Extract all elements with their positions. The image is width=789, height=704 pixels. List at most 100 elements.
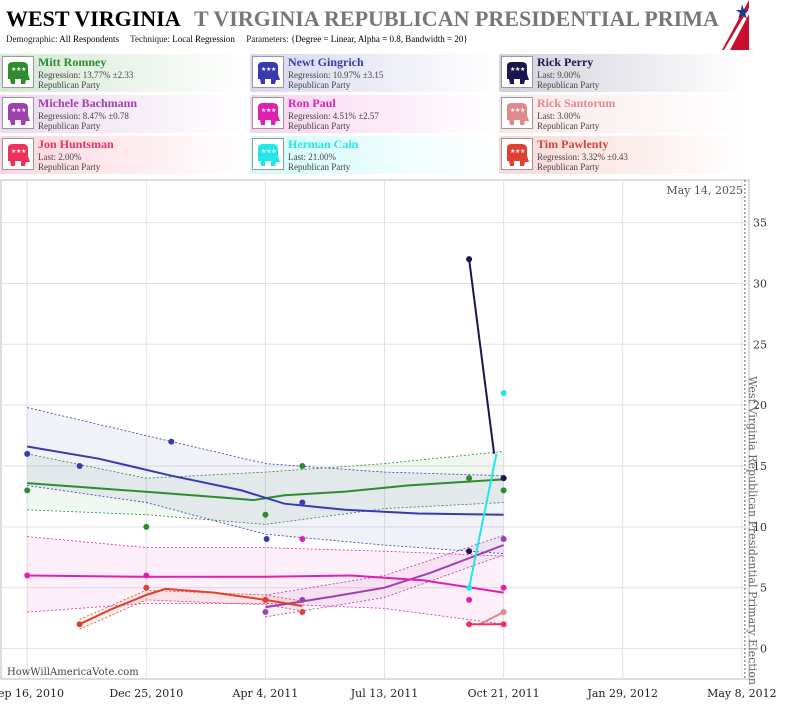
candidate-name: Jon Huntsman — [38, 137, 114, 151]
svg-text:★: ★ — [11, 107, 16, 114]
svg-text:★: ★ — [266, 148, 271, 155]
pawlenty-band-lower — [79, 599, 303, 630]
demographic-label: Demographic: — [6, 34, 58, 44]
y-tick-label: 15 — [753, 460, 767, 473]
legend-item-pawlenty[interactable]: ★ ★ ★ Tim Pawlenty Regression: 3.32% ±0.43 Re… — [499, 136, 747, 174]
candidate-stat: Regression: 13.77% ±2.33 — [38, 70, 134, 80]
y-tick-label: 10 — [753, 521, 767, 534]
paul-band-lower — [27, 603, 504, 625]
header: WEST VIRGINIA T VIRGINIA REPUBLICAN PRES… — [0, 0, 749, 50]
technique-value: Local Regression — [172, 34, 235, 44]
pawlenty-data-point — [143, 584, 150, 591]
candidate-party: Republican Party — [537, 80, 600, 90]
candidate-name: Herman Cain — [288, 137, 359, 151]
page-title: T VIRGINIA REPUBLICAN PRESIDENTIAL PRIMA — [194, 6, 719, 31]
candidate-party: Republican Party — [38, 80, 101, 90]
candidate-name: Michele Bachmann — [38, 96, 137, 110]
x-tick-label: Apr 4, 2011 — [232, 687, 299, 700]
romney-data-point — [299, 463, 306, 470]
plot-area — [0, 179, 750, 680]
romney-confidence-band — [27, 451, 504, 525]
elephant-icon: ★ ★ ★ — [258, 144, 280, 166]
candidate-party: Republican Party — [288, 162, 351, 172]
candidate-stat: Regression: 3.32% ±0.43 — [537, 152, 628, 162]
legend-item-romney[interactable]: ★ ★ ★ Mitt Romney Regression: 13.77% ±2.33 Re… — [0, 54, 248, 92]
x-tick-label: Sep 16, 2010 — [0, 687, 64, 700]
perry-trend-line — [468, 258, 496, 454]
svg-text:★: ★ — [21, 148, 26, 155]
badge: ★ ★ ★ — [2, 97, 34, 129]
legend-item-bachmann[interactable]: ★ ★ ★ Michele Bachmann Regression: 8.47% ±0.… — [0, 95, 248, 133]
bachmann-band-lower — [265, 554, 504, 618]
parameters-line: Demographic: All Respondents Technique: … — [6, 34, 468, 44]
cain-data-point — [500, 389, 507, 396]
svg-text:★: ★ — [11, 66, 16, 73]
elephant-icon: ★ ★ ★ — [258, 103, 280, 125]
svg-text:★: ★ — [520, 66, 525, 73]
paul-data-point — [24, 572, 31, 579]
santorum-trend-line — [479, 611, 505, 626]
bachmann-band-upper — [265, 535, 504, 596]
svg-text:★: ★ — [261, 66, 266, 73]
y-tick-label: 25 — [753, 338, 767, 351]
election-label: West Virginia Republican Presidential Pr… — [746, 376, 759, 685]
cain-trend-line — [468, 453, 498, 588]
candidate-stat: Regression: 10.97% ±3.15 — [288, 70, 384, 80]
badge: ★ ★ ★ — [501, 56, 533, 88]
svg-text:★: ★ — [510, 66, 515, 73]
legend-item-gingrich[interactable]: ★ ★ ★ Newt Gingrich Regression: 10.97% ±3.15… — [250, 54, 498, 92]
paul-data-point — [466, 596, 473, 603]
legend-item-cain[interactable]: ★ ★ ★ Herman Cain Last: 21.00% Republican Par… — [250, 136, 498, 174]
badge: ★ ★ ★ — [2, 56, 34, 88]
elephant-icon: ★ ★ ★ — [258, 62, 280, 84]
svg-text:★: ★ — [16, 148, 21, 155]
romney-data-point — [24, 487, 31, 494]
candidate-party: Republican Party — [537, 162, 600, 172]
perry-data-point — [500, 475, 507, 482]
svg-text:★: ★ — [510, 148, 515, 155]
pawlenty-data-point — [299, 609, 306, 616]
elephant-icon: ★ ★ ★ — [507, 62, 529, 84]
x-tick-label: Jan 29, 2012 — [586, 687, 658, 700]
svg-text:★: ★ — [16, 107, 21, 114]
legend-item-paul[interactable]: ★ ★ ★ Ron Paul Regression: 4.51% ±2.57 Republ… — [250, 95, 498, 133]
svg-text:★: ★ — [261, 107, 266, 114]
svg-text:★: ★ — [515, 66, 520, 73]
paul-data-point — [143, 572, 150, 579]
pawlenty-data-point — [76, 621, 83, 628]
svg-text:★: ★ — [266, 107, 271, 114]
romney-trend-line — [27, 478, 504, 502]
legend-item-santorum[interactable]: ★ ★ ★ Rick Santorum Last: 3.00% Republican Pa… — [499, 95, 747, 133]
candidate-stat: Last: 9.00% — [537, 70, 581, 80]
gingrich-data-point — [168, 438, 175, 445]
watermark: HowWillAmericaVote.com — [7, 667, 139, 678]
badge: ★ ★ ★ — [2, 138, 34, 170]
bachmann-confidence-band — [265, 535, 504, 617]
svg-text:★: ★ — [271, 66, 276, 73]
svg-text:★: ★ — [515, 107, 520, 114]
pawlenty-data-point — [262, 596, 269, 603]
y-tick-label: 0 — [760, 643, 767, 656]
candidate-name: Mitt Romney — [38, 55, 107, 69]
flag-logo-icon — [722, 0, 749, 50]
technique-label: Technique: — [130, 34, 170, 44]
y-tick-label: 35 — [753, 217, 767, 230]
svg-text:★: ★ — [261, 148, 266, 155]
legend-item-huntsman[interactable]: ★ ★ ★ Jon Huntsman Last: 2.00% Republican Par… — [0, 136, 248, 174]
gingrich-trend-line — [27, 445, 504, 516]
romney-data-point — [143, 523, 150, 530]
badge: ★ ★ ★ — [501, 97, 533, 129]
elephant-icon: ★ ★ ★ — [8, 62, 30, 84]
badge: ★ ★ ★ — [501, 138, 533, 170]
huntsman-data-point — [500, 621, 507, 628]
page-title-state: WEST VIRGINIA — [6, 6, 181, 31]
elephant-icon: ★ ★ ★ — [507, 103, 529, 125]
badge: ★ ★ ★ — [252, 56, 284, 88]
candidate-stat: Last: 21.00% — [288, 152, 336, 162]
candidate-party: Republican Party — [288, 80, 351, 90]
svg-text:★: ★ — [515, 148, 520, 155]
badge: ★ ★ ★ — [252, 97, 284, 129]
legend-item-perry[interactable]: ★ ★ ★ Rick Perry Last: 9.00% Republican Party — [499, 54, 747, 92]
svg-text:★: ★ — [271, 107, 276, 114]
paul-data-point — [500, 584, 507, 591]
